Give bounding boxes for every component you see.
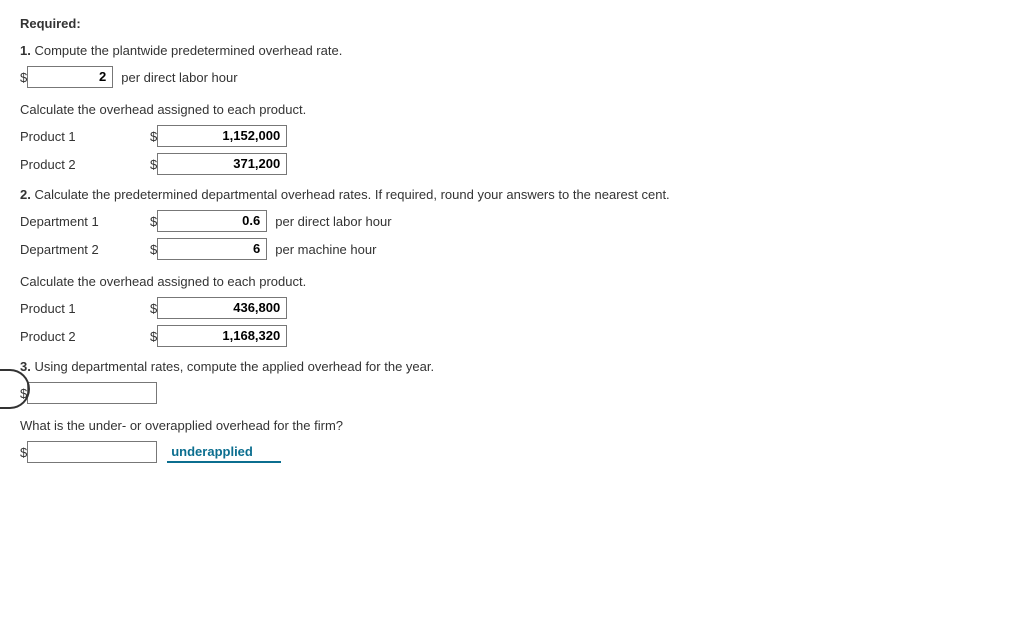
currency-symbol: $ (150, 329, 157, 344)
q3-applied-row: $ (20, 382, 1004, 404)
q3-status-select[interactable]: underapplied (167, 442, 281, 463)
required-heading: Required: (20, 16, 1004, 31)
q1-number: 1. (20, 43, 31, 58)
q1-product1-input[interactable] (157, 125, 287, 147)
q2-product2-label: Product 2 (20, 329, 150, 344)
q1-text: Compute the plantwide predetermined over… (34, 43, 342, 58)
q1-product2-input[interactable] (157, 153, 287, 175)
currency-symbol: $ (150, 301, 157, 316)
q3-diff-row: $ underapplied (20, 441, 1004, 463)
question-2: 2. Calculate the predetermined departmen… (20, 187, 1004, 202)
q2-dept1-input[interactable] (157, 210, 267, 232)
q2-product1-row: Product 1 $ (20, 297, 1004, 319)
q1-rate-unit: per direct labor hour (121, 70, 237, 85)
q3-subheading: What is the under- or overapplied overhe… (20, 418, 1004, 433)
q2-subheading: Calculate the overhead assigned to each … (20, 274, 1004, 289)
question-1: 1. Compute the plantwide predetermined o… (20, 43, 1004, 58)
q2-product1-input[interactable] (157, 297, 287, 319)
q2-number: 2. (20, 187, 31, 202)
q2-product1-label: Product 1 (20, 301, 150, 316)
q1-product2-label: Product 2 (20, 157, 150, 172)
q2-dept2-input[interactable] (157, 238, 267, 260)
q2-text: Calculate the predetermined departmental… (34, 187, 669, 202)
q2-dept1-row: Department 1 $ per direct labor hour (20, 210, 1004, 232)
q1-subheading: Calculate the overhead assigned to each … (20, 102, 1004, 117)
currency-symbol: $ (150, 129, 157, 144)
currency-symbol: $ (150, 157, 157, 172)
q2-dept2-unit: per machine hour (275, 242, 376, 257)
currency-symbol: $ (150, 242, 157, 257)
q2-dept2-label: Department 2 (20, 242, 150, 257)
q1-product1-label: Product 1 (20, 129, 150, 144)
q3-diff-input[interactable] (27, 441, 157, 463)
q2-product2-row: Product 2 $ (20, 325, 1004, 347)
currency-symbol: $ (150, 214, 157, 229)
q1-rate-input[interactable] (27, 66, 113, 88)
q2-dept2-row: Department 2 $ per machine hour (20, 238, 1004, 260)
q2-product2-input[interactable] (157, 325, 287, 347)
q2-dept1-unit: per direct labor hour (275, 214, 391, 229)
currency-symbol: $ (20, 445, 27, 460)
q1-product1-row: Product 1 $ (20, 125, 1004, 147)
question-3: 3. Using departmental rates, compute the… (20, 359, 1004, 374)
q1-product2-row: Product 2 $ (20, 153, 1004, 175)
q1-rate-row: $ per direct labor hour (20, 66, 1004, 88)
q3-text: Using departmental rates, compute the ap… (34, 359, 434, 374)
q2-dept1-label: Department 1 (20, 214, 150, 229)
worksheet-container: Required: 1. Compute the plantwide prede… (20, 16, 1004, 463)
currency-symbol: $ (20, 70, 27, 85)
q3-applied-input[interactable] (27, 382, 157, 404)
